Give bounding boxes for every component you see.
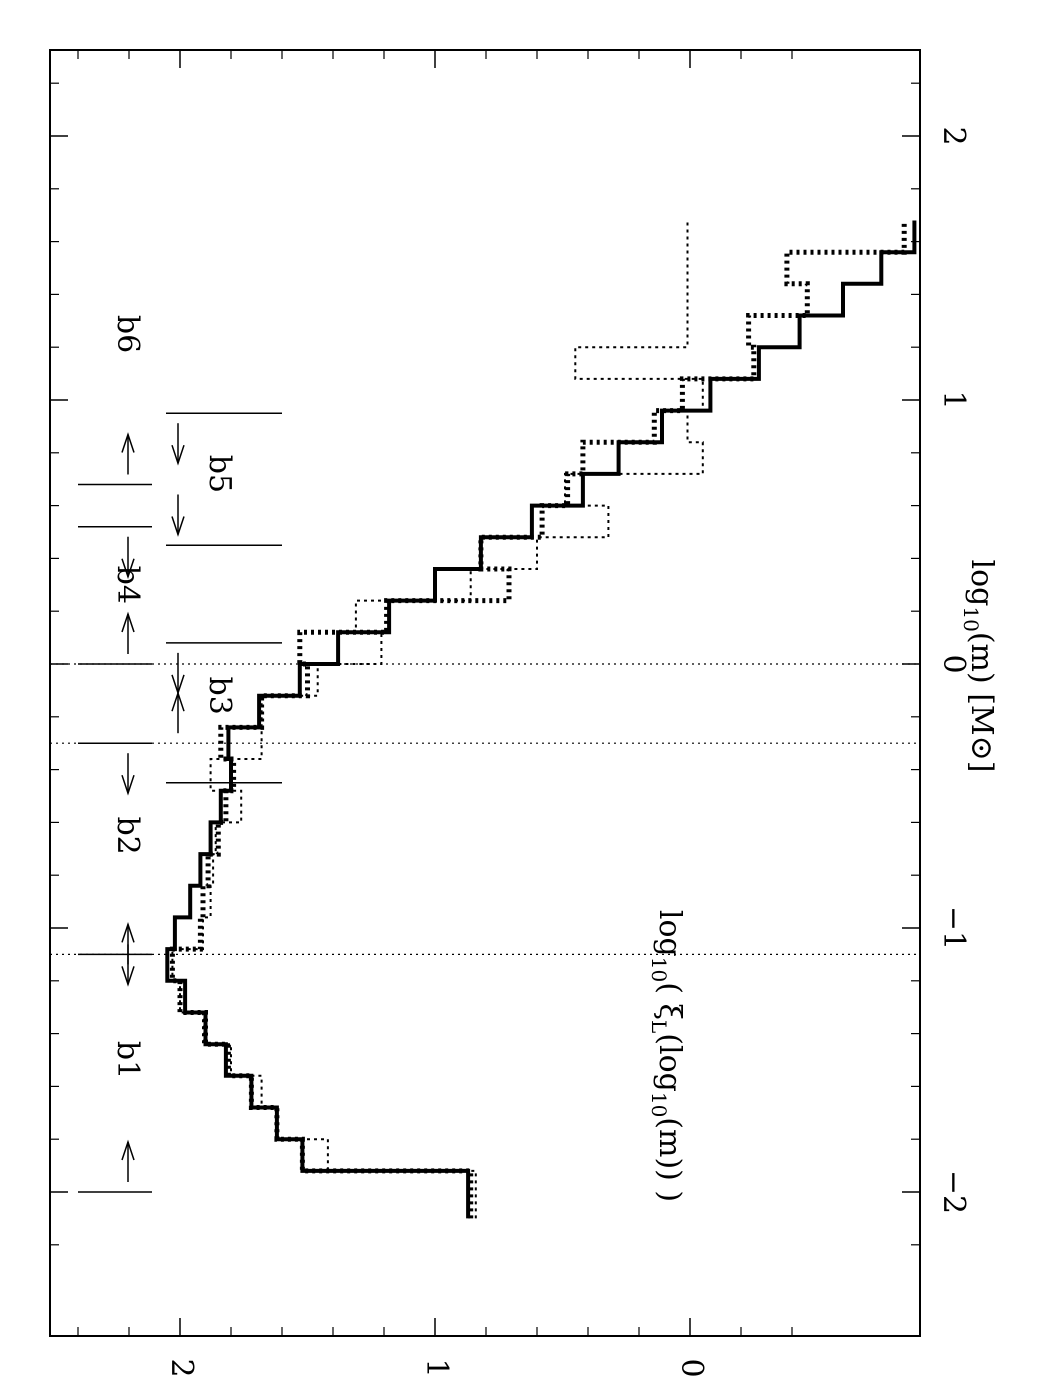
arrow-head bbox=[121, 558, 135, 580]
step-series-3 bbox=[171, 220, 704, 1219]
x-tick-label: −1 bbox=[936, 906, 971, 950]
boundary-arrow bbox=[121, 536, 135, 580]
x-tick-label: 2 bbox=[936, 126, 971, 145]
y-tick-label: 0 bbox=[674, 1358, 709, 1377]
step-series-1 bbox=[165, 220, 917, 1219]
boundary-arrow bbox=[121, 1139, 135, 1182]
arrow-head bbox=[171, 516, 185, 537]
y-tick-label: 1 bbox=[419, 1358, 454, 1377]
region-label-b6: b6 bbox=[110, 315, 145, 353]
plot-area: −2 −1 0 1 2 0 1 2 b1 b2 b3 b4 b5 b6 bbox=[49, 49, 971, 1378]
region-label-b5: b5 bbox=[202, 455, 237, 493]
boundary-arrow bbox=[121, 432, 135, 475]
arrow-head bbox=[171, 444, 185, 466]
x-tick-label: 1 bbox=[936, 390, 971, 409]
boundary-arrow bbox=[171, 652, 185, 696]
arrow-head bbox=[121, 966, 135, 987]
y-tick-label: 2 bbox=[164, 1358, 199, 1377]
x-tick-label: 0 bbox=[936, 654, 971, 673]
plot-frame bbox=[49, 49, 921, 1337]
arrow-head bbox=[171, 674, 185, 696]
region-label-b1: b1 bbox=[110, 1041, 145, 1079]
region-label-b4: b4 bbox=[110, 566, 145, 604]
x-axis-title: log10(m) [M⊙] bbox=[959, 559, 999, 772]
boundary-arrow bbox=[171, 494, 185, 537]
arrow-head bbox=[121, 432, 135, 453]
axis-labels: log10(m) [M⊙] log10( ξL(log10(m)) ) bbox=[647, 559, 999, 1202]
region-label-b3: b3 bbox=[202, 677, 237, 715]
arrow-head bbox=[121, 611, 135, 633]
boundary-arrow bbox=[121, 611, 135, 654]
region-label-b2: b2 bbox=[110, 816, 145, 854]
step-series-2 bbox=[169, 220, 907, 1219]
boundary-arrow bbox=[171, 690, 185, 734]
x-tick-label: −2 bbox=[936, 1170, 971, 1214]
boundary-arrow bbox=[121, 944, 135, 987]
arrow-head bbox=[121, 922, 135, 943]
y-axis-title: log10( ξL(log10(m)) ) bbox=[647, 910, 687, 1202]
arrow-head bbox=[121, 774, 135, 796]
arrow-head bbox=[121, 1139, 135, 1161]
boundary-arrow bbox=[121, 753, 135, 796]
boundary-arrow bbox=[171, 423, 185, 466]
